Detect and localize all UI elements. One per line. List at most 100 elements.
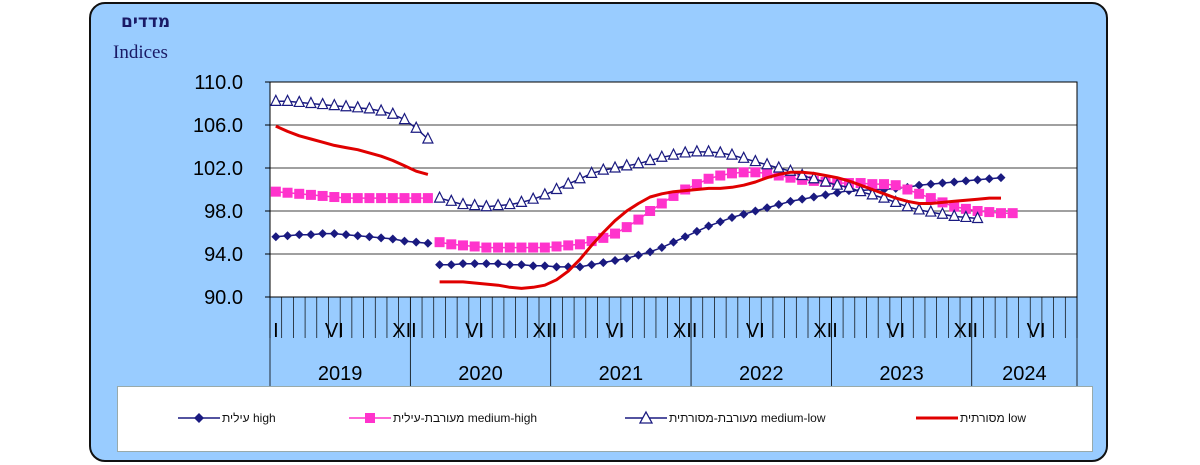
- data-point-medium-low: [726, 147, 738, 160]
- legend-label-low: מסורתית low: [960, 411, 1027, 425]
- data-point-high: [961, 176, 971, 186]
- data-point-medium-low: [304, 96, 317, 109]
- data-point-medium-low: [831, 177, 844, 190]
- data-point-high: [364, 232, 374, 242]
- data-point-medium-high: [317, 190, 328, 201]
- data-point-high: [774, 200, 784, 210]
- data-point-high: [598, 258, 608, 268]
- data-point-medium-high: [855, 178, 866, 189]
- data-point-high: [283, 231, 293, 241]
- data-point-medium-high: [457, 240, 468, 251]
- data-point-medium-high: [294, 188, 305, 199]
- data-point-medium-high: [563, 240, 574, 251]
- data-point-medium-low: [772, 160, 785, 173]
- x-month-label: VI: [465, 320, 484, 342]
- data-point-medium-low: [468, 198, 481, 211]
- data-point-medium-high: [469, 241, 480, 252]
- data-point-high: [516, 260, 526, 270]
- x-year-label: 2023: [879, 363, 924, 385]
- data-point-medium-high: [762, 168, 773, 179]
- data-point-medium-low: [878, 190, 890, 203]
- data-point-medium-high: [703, 173, 714, 184]
- data-point-high: [832, 188, 842, 198]
- data-point-medium-high: [341, 193, 352, 204]
- data-point-medium-high: [715, 170, 726, 181]
- data-point-medium-low: [948, 209, 961, 221]
- data-point-medium-high: [422, 193, 433, 204]
- data-point-medium-low: [901, 199, 914, 212]
- data-point-high: [704, 221, 714, 231]
- data-point-medium-high: [387, 193, 398, 204]
- data-point-high: [610, 255, 620, 265]
- data-point-medium-high: [528, 242, 539, 253]
- legend-label-medium-high: מעורבת-עילית medium-high: [393, 411, 538, 425]
- x-year-label: 2021: [599, 363, 644, 385]
- data-point-medium-high: [890, 180, 901, 191]
- data-point-medium-low: [913, 202, 926, 215]
- data-point-medium-low: [573, 171, 586, 184]
- data-point-high: [528, 261, 538, 271]
- x-month-label: XII: [533, 320, 557, 342]
- legend-label-high: עילית high: [222, 411, 276, 425]
- data-point-medium-high: [949, 201, 960, 212]
- data-point-high: [926, 179, 936, 189]
- data-point-medium-low: [959, 210, 972, 223]
- data-point-medium-low: [924, 204, 937, 217]
- data-point-medium-high: [785, 172, 796, 183]
- data-point-high: [984, 174, 994, 184]
- data-point-medium-low: [796, 168, 809, 181]
- series-line-low: [275, 124, 429, 176]
- data-point-medium-high: [434, 237, 445, 248]
- data-point-high: [750, 206, 760, 216]
- data-point-medium-low: [737, 150, 750, 163]
- data-point-medium-high: [1007, 208, 1018, 219]
- data-point-medium-low: [679, 145, 692, 158]
- data-point-high: [271, 232, 281, 242]
- data-point-medium-low: [293, 95, 306, 108]
- data-point-medium-high: [493, 242, 504, 253]
- data-point-medium-low: [714, 145, 727, 158]
- legend-swatch-low: [916, 416, 958, 420]
- data-point-high: [669, 237, 678, 247]
- data-point-medium-high: [925, 193, 936, 204]
- data-point-high: [505, 260, 515, 270]
- data-point-medium-high: [879, 179, 890, 190]
- data-point-high: [446, 260, 456, 270]
- data-point-medium-low: [480, 199, 493, 212]
- legend-label-medium-low: מעורבת-מסורתית medium-low: [669, 411, 826, 425]
- x-month-label: VI: [886, 320, 905, 342]
- legend: עילית high מעורבת-עילית medium-high מעור…: [117, 386, 1093, 452]
- data-point-medium-high: [972, 206, 983, 216]
- data-point-high: [645, 247, 655, 257]
- data-point-medium-high: [691, 179, 702, 190]
- data-point-medium-low: [398, 112, 411, 125]
- data-point-medium-high: [960, 203, 971, 214]
- data-point-medium-low: [538, 187, 551, 200]
- data-point-medium-low: [562, 176, 575, 189]
- data-point-medium-high: [656, 198, 667, 209]
- data-point-high: [809, 192, 819, 202]
- x-month-label: VI: [325, 320, 344, 342]
- data-point-medium-high: [902, 184, 913, 195]
- y-tick-label: 98.0: [204, 201, 243, 223]
- series-line-low: [439, 170, 1001, 290]
- data-point-high: [470, 259, 480, 269]
- data-point-medium-low: [410, 120, 423, 133]
- data-point-high: [376, 233, 386, 243]
- data-point-medium-high: [516, 242, 527, 253]
- data-point-medium-high: [726, 168, 737, 179]
- data-point-high: [388, 234, 398, 244]
- data-point-high: [715, 217, 725, 227]
- data-point-medium-low: [340, 99, 352, 112]
- data-point-medium-low: [609, 160, 621, 173]
- data-point-medium-low: [585, 166, 598, 178]
- data-point-medium-low: [363, 101, 376, 114]
- data-point-medium-low: [328, 98, 341, 111]
- y-axis-title-hebrew: מדדים: [121, 12, 171, 32]
- data-point-high: [797, 194, 807, 204]
- legend-swatch-high: [178, 413, 220, 423]
- data-point-high: [633, 250, 643, 260]
- data-point-high: [400, 236, 409, 246]
- data-point-high: [657, 243, 667, 253]
- data-point-high: [727, 212, 737, 222]
